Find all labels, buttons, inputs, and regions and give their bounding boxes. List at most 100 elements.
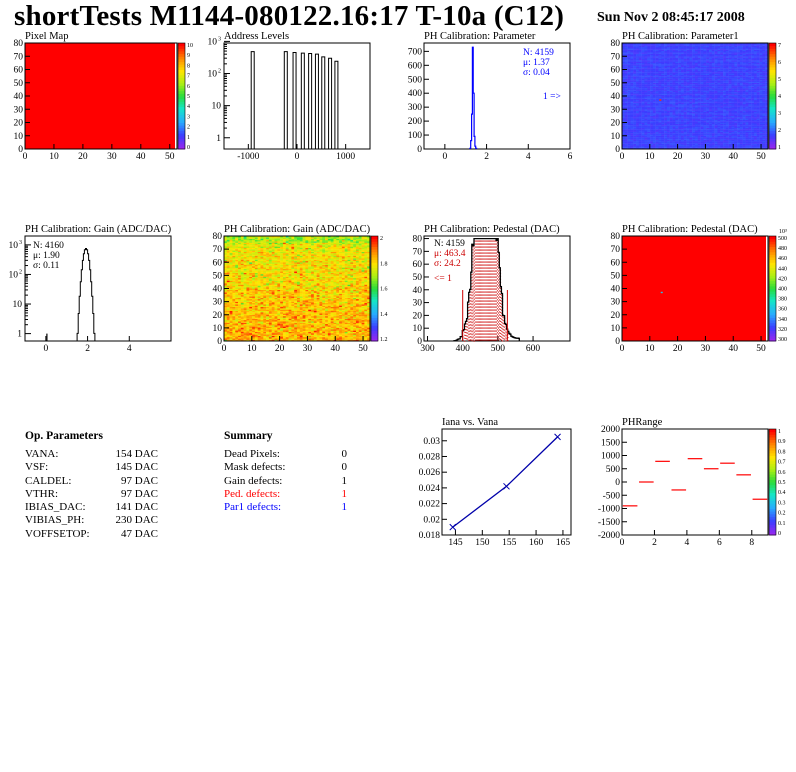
heatmap-cell	[652, 102, 656, 105]
heatmap-cell	[714, 43, 718, 45]
heatmap-cell	[697, 103, 701, 106]
heatmap-cell	[742, 53, 746, 56]
colorbar-label: 5	[778, 77, 781, 83]
heatmap-cell	[672, 94, 676, 97]
heatmap-cell	[224, 338, 228, 340]
heatmap-cell	[723, 86, 727, 89]
heatmap-cell	[714, 74, 718, 77]
heatmap-cell	[678, 73, 682, 75]
heatmap-cell	[627, 97, 631, 99]
heatmap-cell	[630, 94, 634, 97]
heatmap-cell	[683, 115, 687, 118]
heatmap-cell	[647, 58, 651, 61]
heatmap-cell	[655, 81, 659, 83]
heatmap-cell	[700, 84, 704, 86]
heatmap-cell	[739, 97, 743, 99]
heatmap-cell	[720, 84, 724, 86]
heatmap-cell	[751, 90, 755, 93]
heatmap-cell	[240, 322, 244, 325]
heatmap-cell	[672, 119, 676, 122]
heatmap-cell	[745, 110, 749, 113]
heatmap-cell	[725, 103, 729, 106]
heatmap-cell	[669, 111, 673, 114]
heatmap-cell	[734, 93, 738, 95]
heatmap-cell	[734, 49, 738, 52]
heatmap-cell	[675, 81, 679, 83]
heatmap-cell	[638, 88, 642, 90]
heatmap-cell	[731, 142, 735, 144]
heatmap-cell	[751, 105, 755, 107]
heatmap-cell	[235, 274, 239, 276]
heatmap-cell	[728, 74, 732, 77]
heatmap-cell	[756, 111, 760, 114]
heatmap-cell	[725, 102, 729, 105]
heatmap-cell	[644, 98, 648, 101]
heatmap-cell	[686, 110, 690, 113]
heatmap-cell	[658, 123, 662, 126]
heatmap-cell	[226, 288, 230, 291]
heatmap-cell	[703, 141, 707, 143]
heatmap-cell	[706, 84, 710, 86]
heatmap-cell	[734, 73, 738, 75]
heatmap-cell	[622, 113, 626, 115]
heatmap-cell	[624, 111, 628, 114]
heatmap-cell	[739, 98, 743, 101]
heatmap-cell	[652, 66, 656, 69]
heatmap-cell	[695, 126, 699, 128]
heatmap-cell	[737, 99, 741, 102]
heatmap-cell	[641, 74, 645, 77]
heatmap-cell	[678, 134, 682, 136]
heatmap-cell	[641, 105, 645, 107]
heatmap-cell	[762, 89, 766, 91]
heatmap-cell	[717, 123, 721, 126]
heatmap-cell	[229, 254, 233, 256]
heatmap-cell	[697, 138, 701, 140]
heatmap-cell	[692, 86, 696, 89]
heatmap-cell	[714, 90, 718, 93]
heatmap-cell	[711, 56, 715, 58]
colorbar-segment	[178, 111, 185, 116]
heatmap-cell	[714, 86, 718, 89]
heatmap-cell	[765, 94, 769, 97]
heatmap-cell	[235, 264, 239, 267]
heatmap-cell	[229, 272, 233, 275]
heatmap-cell	[689, 86, 693, 89]
colorbar-label: 1	[187, 135, 190, 141]
heatmap-cell	[650, 44, 654, 46]
heatmap-cell	[669, 102, 673, 105]
heatmap-cell	[751, 145, 755, 147]
heatmap-cell	[753, 56, 757, 58]
heatmap-cell	[731, 81, 735, 83]
heatmap-cell	[703, 129, 707, 131]
heatmap-cell	[714, 62, 718, 65]
y-tick-label: 10	[9, 241, 19, 251]
colorbar-label: 4	[778, 94, 781, 100]
heatmap-cell	[717, 58, 721, 61]
heatmap-cell	[647, 139, 651, 142]
heatmap-cell	[636, 68, 640, 70]
heatmap-cell	[714, 142, 718, 144]
heatmap-cell	[624, 115, 628, 118]
heatmap-cell	[664, 118, 668, 121]
heatmap-cell	[742, 106, 746, 109]
heatmap-cell	[706, 98, 710, 101]
heatmap-cell	[720, 123, 724, 126]
heatmap-cell	[737, 57, 741, 60]
heatmap-cell	[652, 134, 656, 136]
heatmap-cell	[644, 103, 648, 106]
heatmap-cell	[664, 133, 668, 135]
heatmap-cell	[731, 74, 735, 77]
heatmap-cell	[706, 125, 710, 127]
heatmap-cell	[633, 88, 637, 90]
heatmap-cell	[709, 48, 713, 50]
heatmap-cell	[638, 86, 642, 89]
heatmap-cell	[240, 326, 244, 329]
heatmap-cell	[224, 237, 228, 239]
heatmap-cell	[695, 61, 699, 64]
heatmap-cell	[630, 74, 634, 77]
heatmap-cell	[745, 142, 749, 144]
heatmap-cell	[706, 142, 710, 144]
heatmap-cell	[636, 145, 640, 147]
heatmap-cell	[706, 45, 710, 48]
heatmap-cell	[647, 117, 651, 119]
